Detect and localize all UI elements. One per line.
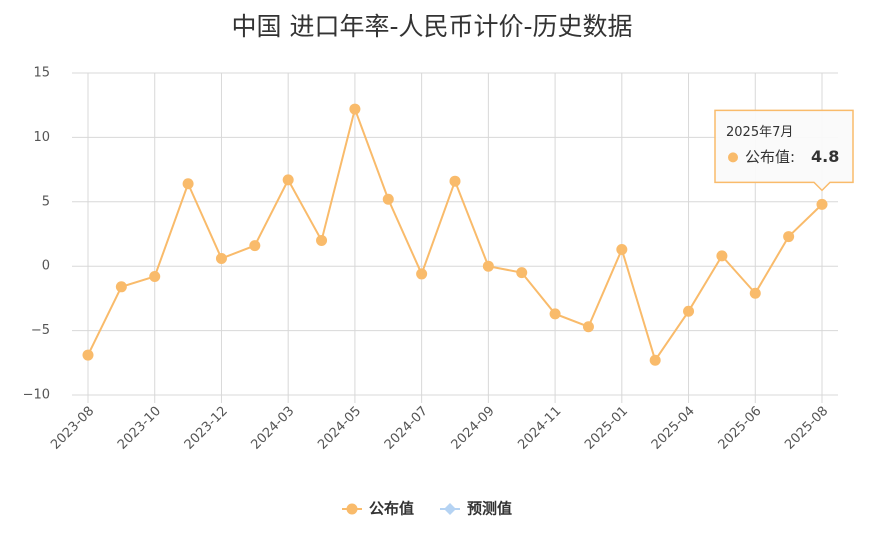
tooltip-box <box>714 109 854 192</box>
x-tick-label: 2025-06 <box>716 404 765 453</box>
point <box>549 308 561 320</box>
y-tick-label: 10 <box>33 130 50 145</box>
y-tick-label: 0 <box>42 259 50 274</box>
point <box>816 198 828 210</box>
x-tick-label: 2025-01 <box>582 404 631 453</box>
point <box>215 252 227 264</box>
point <box>182 178 194 190</box>
point <box>749 287 761 299</box>
x-tick-label: 2024-11 <box>515 404 564 453</box>
legend-marker <box>444 503 456 515</box>
point <box>716 250 728 262</box>
point <box>783 231 795 243</box>
legend-label: 公布值 <box>369 500 414 518</box>
x-tick-label: 2024-09 <box>449 404 498 453</box>
y-tick-label: −10 <box>23 388 50 403</box>
point <box>449 175 461 187</box>
point <box>149 271 161 283</box>
x-tick-label: 2025-08 <box>782 404 831 453</box>
point <box>516 267 528 279</box>
x-tick-label: 2025-04 <box>649 404 698 453</box>
y-tick-label: −5 <box>31 323 50 338</box>
point <box>282 174 294 186</box>
legend-label: 预测值 <box>467 500 512 518</box>
line <box>87 105 823 363</box>
point <box>649 354 661 366</box>
tooltip-marker <box>728 152 738 163</box>
x-tick-label: 2024-03 <box>248 404 297 453</box>
tooltip-value: 4.8 <box>811 147 839 166</box>
point <box>382 193 394 205</box>
x-tick-label: 2024-05 <box>315 404 364 453</box>
x-tick-label: 2023-08 <box>48 404 97 453</box>
point <box>582 321 594 333</box>
point <box>316 234 328 246</box>
tooltip-title: 2025年7月 <box>726 125 793 140</box>
point <box>416 268 428 280</box>
point <box>249 240 261 252</box>
y-tick-label: 5 <box>42 194 50 209</box>
point <box>82 349 94 361</box>
point <box>683 305 695 317</box>
point <box>115 281 127 293</box>
x-tick-label: 2023-10 <box>115 404 164 453</box>
point <box>349 103 361 115</box>
x-tick-label: 2024-07 <box>382 404 431 453</box>
point <box>482 260 494 272</box>
legend-marker <box>346 503 358 515</box>
point <box>616 243 628 255</box>
y-tick-label: 15 <box>33 66 50 81</box>
chart-title: 中国 进口年率-人民币计价-历史数据 <box>232 12 633 41</box>
tooltip-label: 公布值: <box>745 148 795 166</box>
x-tick-label: 2023-12 <box>182 404 231 453</box>
